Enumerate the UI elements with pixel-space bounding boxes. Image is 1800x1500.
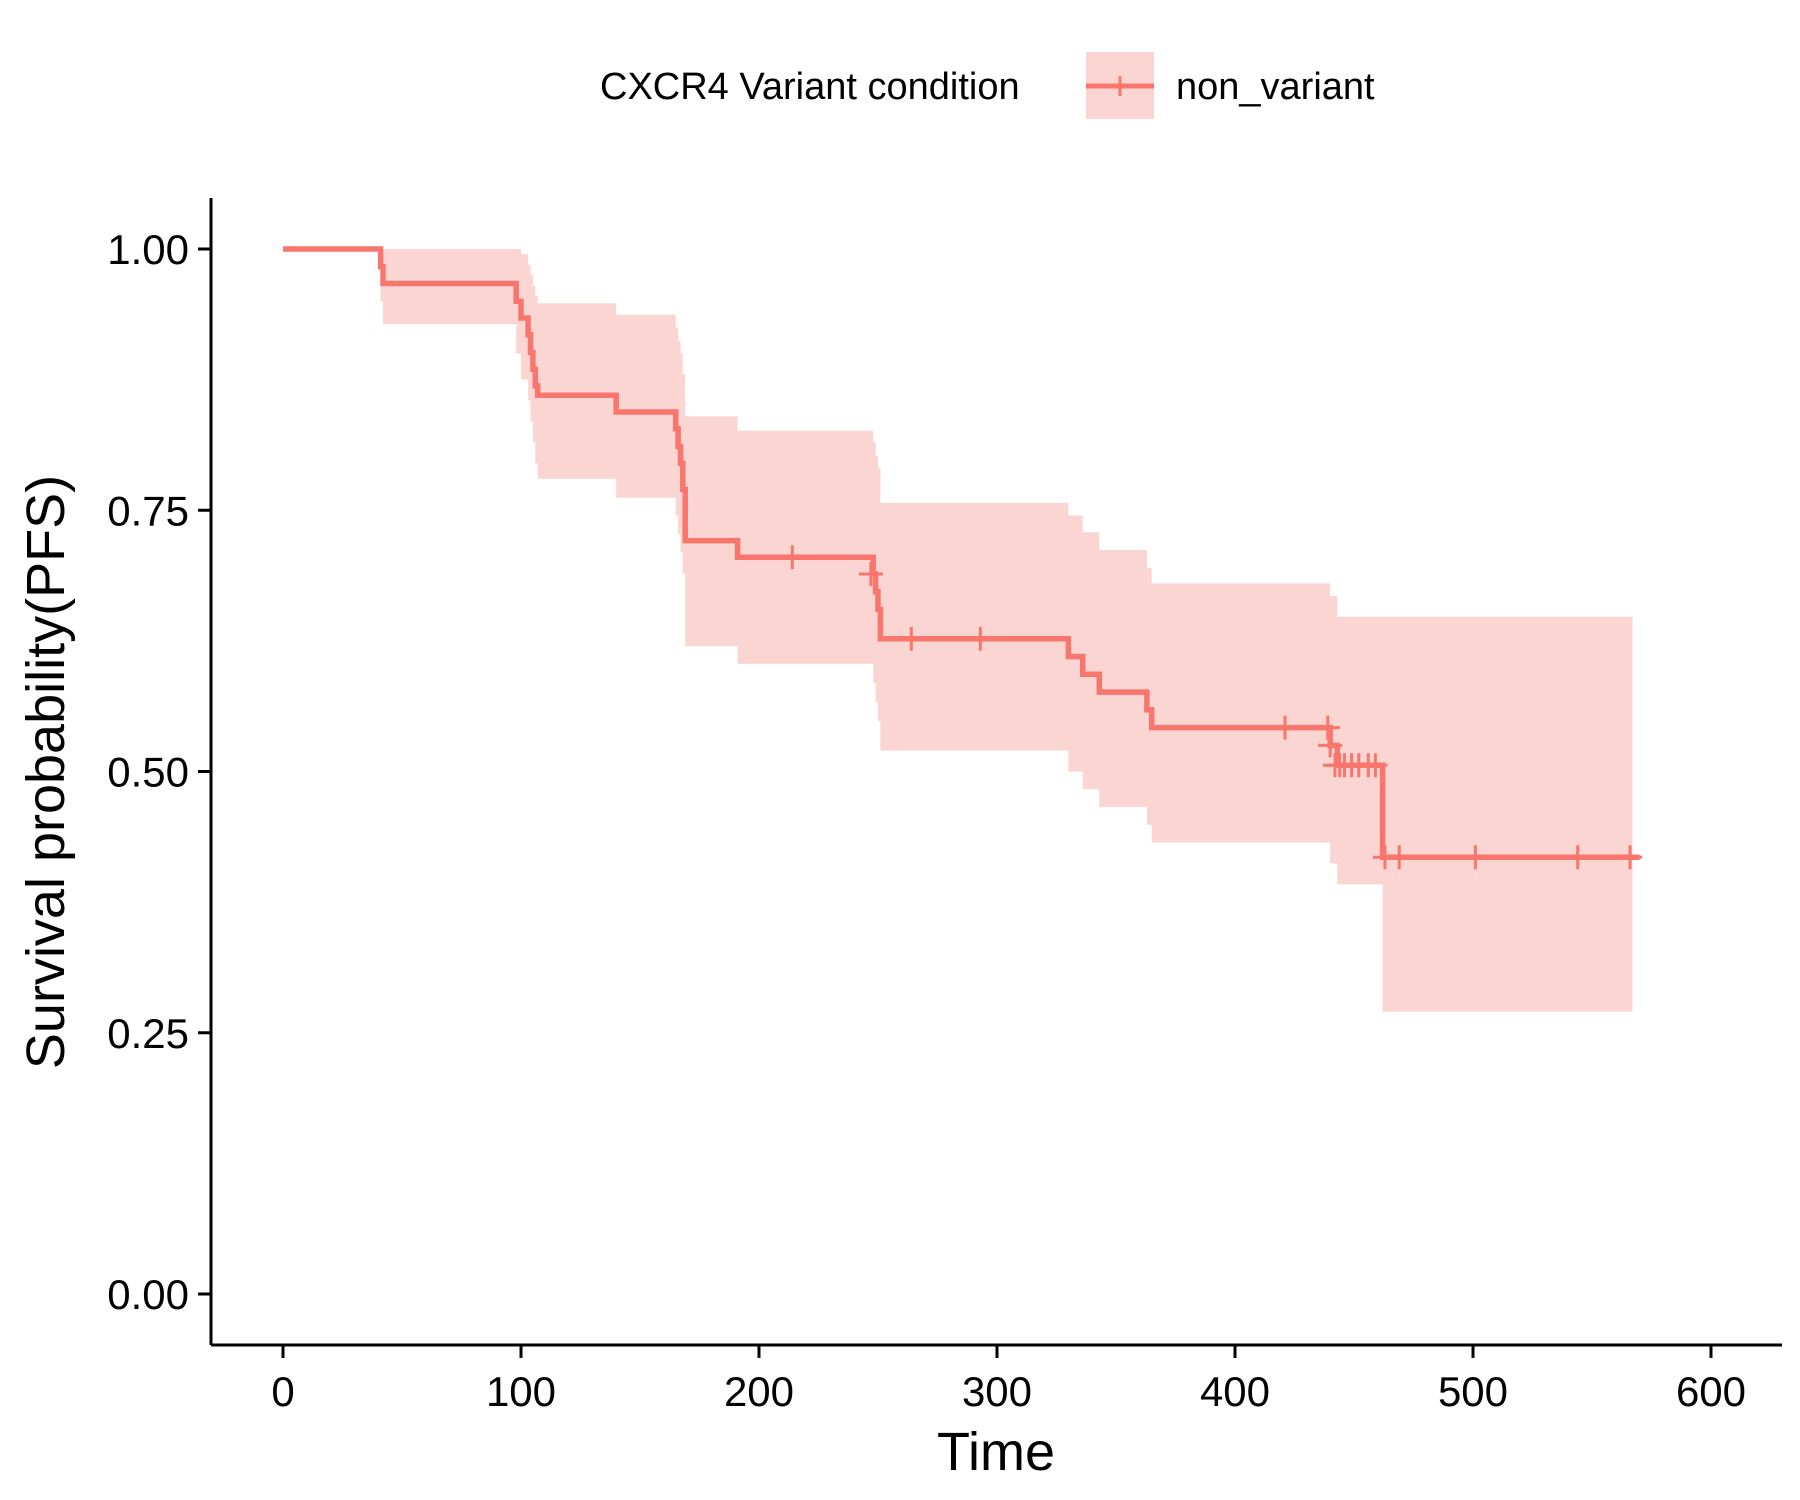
y-tick-label: 0.75 <box>107 487 189 534</box>
survival-curve-non-variant <box>283 246 1640 860</box>
legend-entry-non-variant: non_variant <box>1176 66 1375 108</box>
censor-mark <box>1387 845 1412 870</box>
confidence-band <box>283 249 1633 1012</box>
x-tick-label: 500 <box>1438 1368 1508 1415</box>
confidence-band-group <box>283 249 1633 1012</box>
censor-mark <box>1315 715 1340 740</box>
legend-title: CXCR4 Variant condition <box>600 66 1020 108</box>
x-tick-label: 300 <box>962 1368 1032 1415</box>
censor-mark <box>1318 733 1343 758</box>
censor-mark <box>1363 753 1388 778</box>
y-tick-label: 0.00 <box>107 1271 189 1318</box>
x-ticks: 0 100 200 300 400 500 600 <box>271 1345 1746 1415</box>
y-tick-label: 0.25 <box>107 1010 189 1057</box>
survival-curve-group <box>283 246 1640 860</box>
y-ticks: 0.00 0.25 0.50 0.75 1.00 <box>107 226 211 1318</box>
censor-mark <box>1463 845 1488 870</box>
censor-mark <box>1565 845 1590 870</box>
censor-mark <box>968 626 993 651</box>
censor-mark <box>780 545 805 570</box>
x-tick-label: 100 <box>486 1368 556 1415</box>
x-tick-label: 400 <box>1200 1368 1270 1415</box>
y-tick-label: 0.50 <box>107 749 189 796</box>
x-axis-title: Time <box>937 1422 1055 1482</box>
x-tick-label: 0 <box>271 1368 294 1415</box>
x-tick-label: 600 <box>1676 1368 1746 1415</box>
x-tick-label: 200 <box>724 1368 794 1415</box>
censor-mark <box>899 626 924 651</box>
legend: CXCR4 Variant condition non_variant <box>600 52 1375 119</box>
legend-key <box>1086 52 1154 119</box>
censor-mark <box>1272 715 1297 740</box>
censor-mark <box>1618 845 1643 870</box>
y-tick-label: 1.00 <box>107 226 189 273</box>
y-axis-title: Survival probability(PFS) <box>16 475 76 1069</box>
censor-marks-group <box>780 545 1643 870</box>
censor-mark <box>858 561 883 586</box>
